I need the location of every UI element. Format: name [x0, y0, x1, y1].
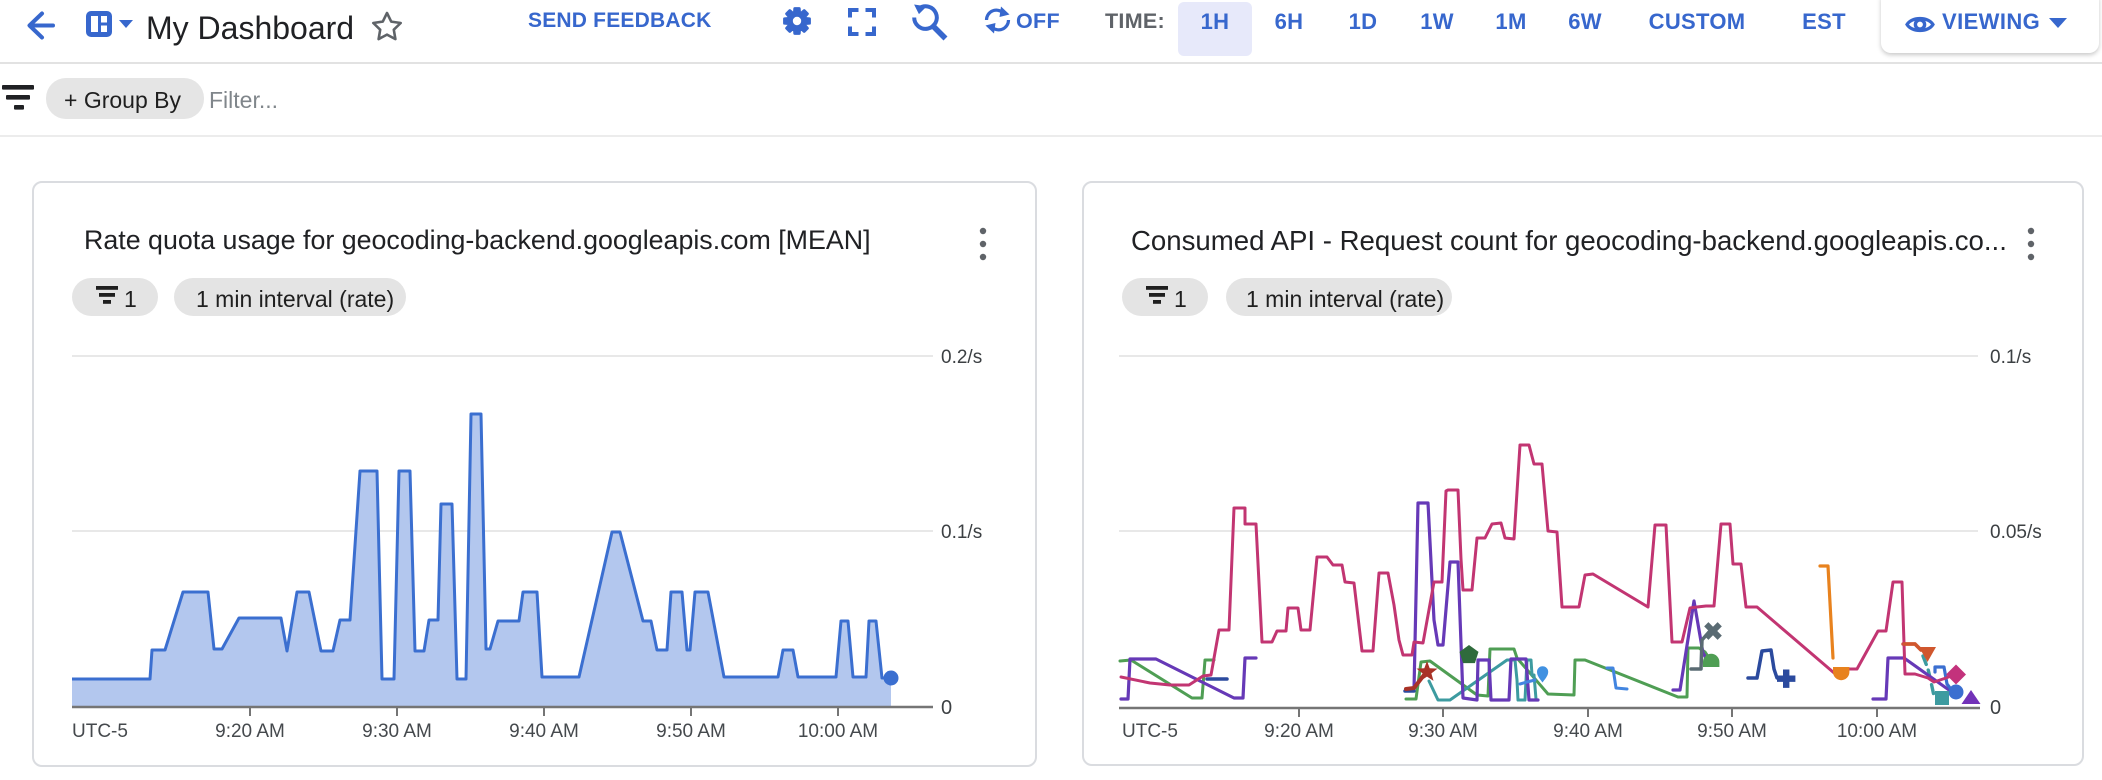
svg-text:10:00 AM: 10:00 AM [1837, 721, 1917, 742]
svg-text:9:40 AM: 9:40 AM [509, 721, 579, 742]
svg-text:9:50 AM: 9:50 AM [1697, 721, 1767, 742]
svg-text:0.1/s: 0.1/s [941, 522, 982, 543]
svg-text:0: 0 [1990, 697, 2001, 719]
svg-text:UTC-5: UTC-5 [72, 721, 128, 742]
svg-text:9:30 AM: 9:30 AM [1408, 721, 1478, 742]
svg-text:10:00 AM: 10:00 AM [798, 721, 878, 742]
svg-text:0.1/s: 0.1/s [1990, 347, 2031, 368]
svg-text:0.2/s: 0.2/s [941, 347, 982, 368]
svg-text:9:30 AM: 9:30 AM [362, 721, 432, 742]
svg-text:0: 0 [941, 697, 952, 719]
svg-text:9:20 AM: 9:20 AM [215, 721, 285, 742]
svg-text:9:40 AM: 9:40 AM [1553, 721, 1623, 742]
svg-text:UTC-5: UTC-5 [1122, 721, 1178, 742]
svg-text:9:20 AM: 9:20 AM [1264, 721, 1334, 742]
svg-text:0.05/s: 0.05/s [1990, 522, 2042, 543]
svg-text:9:50 AM: 9:50 AM [656, 721, 726, 742]
